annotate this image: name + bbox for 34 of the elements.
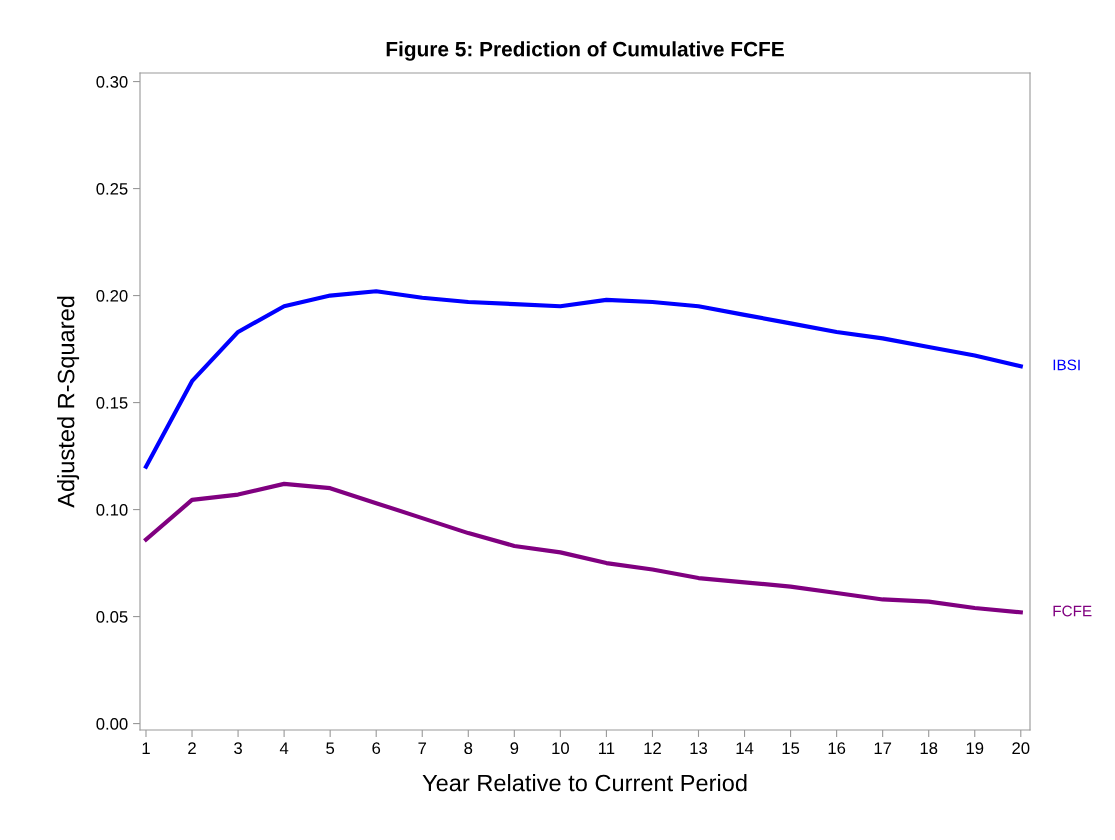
x-axis-title: Year Relative to Current Period [422,774,747,792]
x-tick-label: 10 [552,742,569,755]
x-tick-label: 11 [599,742,615,754]
text: IBSI [1053,359,1080,371]
line-series [143,289,1023,469]
x-tick-label: 4 [279,742,289,754]
line-series [143,481,1023,615]
y-tick-label: 0.15 [96,396,128,409]
x-tick-label: 1 [142,742,150,754]
x-tick-label: 6 [372,742,381,755]
x-tick-label: 17 [874,742,892,754]
x-tick-label: 5 [326,742,335,755]
x-tick-label: 9 [510,742,519,755]
y-tick-label: 0.30 [96,75,128,88]
x-tick-label: 16 [828,742,846,755]
y-axis-title: Adjusted R-Squared [57,296,80,508]
y-tick-label: 0.00 [96,717,128,730]
x-tick-label: 19 [966,742,984,755]
x-tick-label: 3 [234,742,242,755]
text: FCFE [1053,605,1092,617]
x-tick-label: 12 [644,742,661,754]
y-tick-label: 0.10 [96,503,128,516]
x-tick-label: 14 [736,742,754,754]
x-tick-label: 2 [188,742,196,754]
x-tick-label: 20 [1012,742,1030,755]
x-tick-label: 15 [782,742,800,755]
x-tick-label: 18 [920,742,938,755]
x-tick-label: 7 [418,742,427,754]
y-tick-label: 0.05 [96,610,128,623]
y-tick-label: 0.20 [96,289,128,302]
y-tick-label: 0.25 [96,182,128,195]
chart-title: Figure 5: Prediction of Cumulative FCFE [386,41,784,61]
x-tick-label: 13 [690,742,708,755]
x-tick-label: 8 [464,742,473,755]
